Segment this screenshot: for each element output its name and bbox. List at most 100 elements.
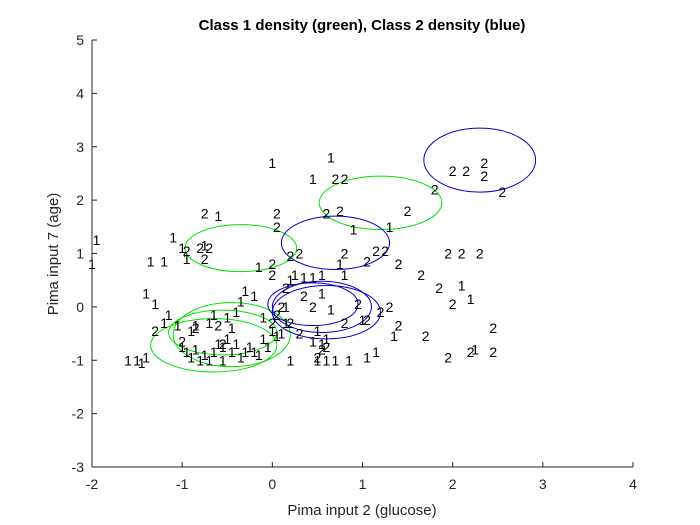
point-class2-24: 2 — [323, 339, 331, 355]
point-class1-68: 1 — [327, 302, 335, 318]
y-tick-label: 0 — [76, 299, 84, 315]
density-contours — [150, 127, 537, 373]
point-class1-40: 1 — [205, 315, 213, 331]
point-class2-37: 2 — [444, 246, 452, 262]
point-class1-5: 1 — [142, 350, 150, 366]
y-ticks: -3 -2 -1 0 1 2 3 4 5 — [72, 32, 97, 475]
point-class1-25: 1 — [210, 344, 218, 360]
point-class2-48: 2 — [332, 171, 340, 187]
point-class2-0: 2 — [201, 205, 209, 221]
density-ellipse-class2-7 — [271, 280, 373, 333]
x-tick-label: -1 — [176, 476, 189, 492]
point-class1-38: 1 — [187, 323, 195, 339]
y-tick-label: 3 — [76, 139, 84, 155]
point-class1-44: 1 — [232, 304, 240, 320]
point-class1-39: 1 — [192, 318, 200, 334]
point-class1-16: 1 — [165, 307, 173, 323]
point-class1-61: 1 — [309, 171, 317, 187]
point-class2-35: 2 — [417, 267, 425, 283]
point-class1-7: 1 — [151, 296, 159, 312]
point-class1-23: 1 — [201, 347, 209, 363]
point-class1-9: 1 — [160, 254, 168, 270]
point-class1-60: 1 — [268, 155, 276, 171]
point-class1-83: 1 — [471, 342, 479, 358]
point-class2-31: 2 — [363, 312, 371, 328]
point-class2-39: 2 — [476, 246, 484, 262]
point-class2-21: 2 — [282, 280, 290, 296]
point-class1-14: 1 — [201, 237, 209, 253]
point-class1-6: 1 — [142, 286, 150, 302]
x-tick-label: 3 — [539, 476, 547, 492]
point-class2-45: 2 — [363, 254, 371, 270]
point-class1-2: 1 — [124, 352, 132, 368]
density-ellipse-class1-3 — [150, 318, 278, 373]
density-ellipse-class2-9 — [267, 282, 359, 327]
point-class2-22: 2 — [300, 288, 308, 304]
point-class2-33: 2 — [422, 328, 430, 344]
point-class2-26: 2 — [318, 342, 326, 358]
point-class1-29: 1 — [228, 344, 236, 360]
point-class1-41: 1 — [210, 307, 218, 323]
point-class1-22: 1 — [196, 352, 204, 368]
point-class2-30: 2 — [377, 304, 385, 320]
point-class2-14: 2 — [309, 299, 317, 315]
point-class1-33: 1 — [246, 339, 254, 355]
point-class2-42: 2 — [489, 344, 497, 360]
point-class2-53: 2 — [449, 163, 457, 179]
point-class2-5: 2 — [151, 323, 159, 339]
point-class2-52: 2 — [431, 181, 439, 197]
point-class1-53: 1 — [282, 299, 290, 315]
point-class1-43: 1 — [228, 320, 236, 336]
point-class1-36: 1 — [259, 331, 267, 347]
point-class2-51: 2 — [381, 243, 389, 259]
point-class2-28: 2 — [354, 296, 362, 312]
point-class1-4: 1 — [138, 355, 146, 371]
point-class1-48: 1 — [259, 310, 267, 326]
point-class1-46: 1 — [241, 283, 249, 299]
point-class1-27: 1 — [219, 339, 227, 355]
point-class2-4: 2 — [201, 251, 209, 267]
point-class2-55: 2 — [480, 168, 488, 184]
point-class1-70: 1 — [314, 323, 322, 339]
x-tick-label: 2 — [449, 476, 457, 492]
point-class1-3: 1 — [133, 352, 141, 368]
point-class2-11: 2 — [273, 307, 281, 323]
point-class2-27: 2 — [341, 315, 349, 331]
point-class1-15: 1 — [160, 315, 168, 331]
point-class1-37: 1 — [264, 339, 272, 355]
y-axis-label: Pima input 7 (age) — [45, 193, 62, 316]
point-class2-46: 2 — [323, 205, 331, 221]
point-class1-72: 1 — [318, 336, 326, 352]
point-class2-44: 2 — [395, 256, 403, 272]
point-class2-12: 2 — [286, 315, 294, 331]
point-class1-63: 1 — [350, 221, 358, 237]
y-tick-label: -3 — [72, 459, 85, 475]
point-class1-66: 1 — [336, 256, 344, 272]
point-class2-59: 2 — [341, 246, 349, 262]
point-class1-77: 1 — [345, 352, 353, 368]
point-class1-26: 1 — [214, 336, 222, 352]
density-ellipse-class1-0 — [184, 224, 298, 273]
point-class1-49: 1 — [268, 323, 276, 339]
point-class2-58: 2 — [404, 203, 412, 219]
point-class1-69: 1 — [359, 312, 367, 328]
point-class1-45: 1 — [237, 294, 245, 310]
point-class2-1: 2 — [183, 243, 191, 259]
point-class1-58: 1 — [318, 267, 326, 283]
point-class2-9: 2 — [219, 336, 227, 352]
point-class1-34: 1 — [250, 344, 258, 360]
point-class1-65: 1 — [341, 267, 349, 283]
point-class1-81: 1 — [458, 278, 466, 294]
point-class1-82: 1 — [467, 291, 475, 307]
point-class1-13: 1 — [214, 208, 222, 224]
x-tick-label: 4 — [629, 476, 637, 492]
point-class1-31: 1 — [237, 350, 245, 366]
point-class2-38: 2 — [458, 246, 466, 262]
density-ellipse-class1-1 — [318, 175, 443, 230]
point-class1-21: 1 — [192, 342, 200, 358]
density-ellipse-class2-6 — [280, 215, 391, 271]
density-ellipse-class2-8 — [271, 285, 382, 340]
x-ticks: -2 -1 0 1 2 3 4 — [86, 462, 637, 492]
